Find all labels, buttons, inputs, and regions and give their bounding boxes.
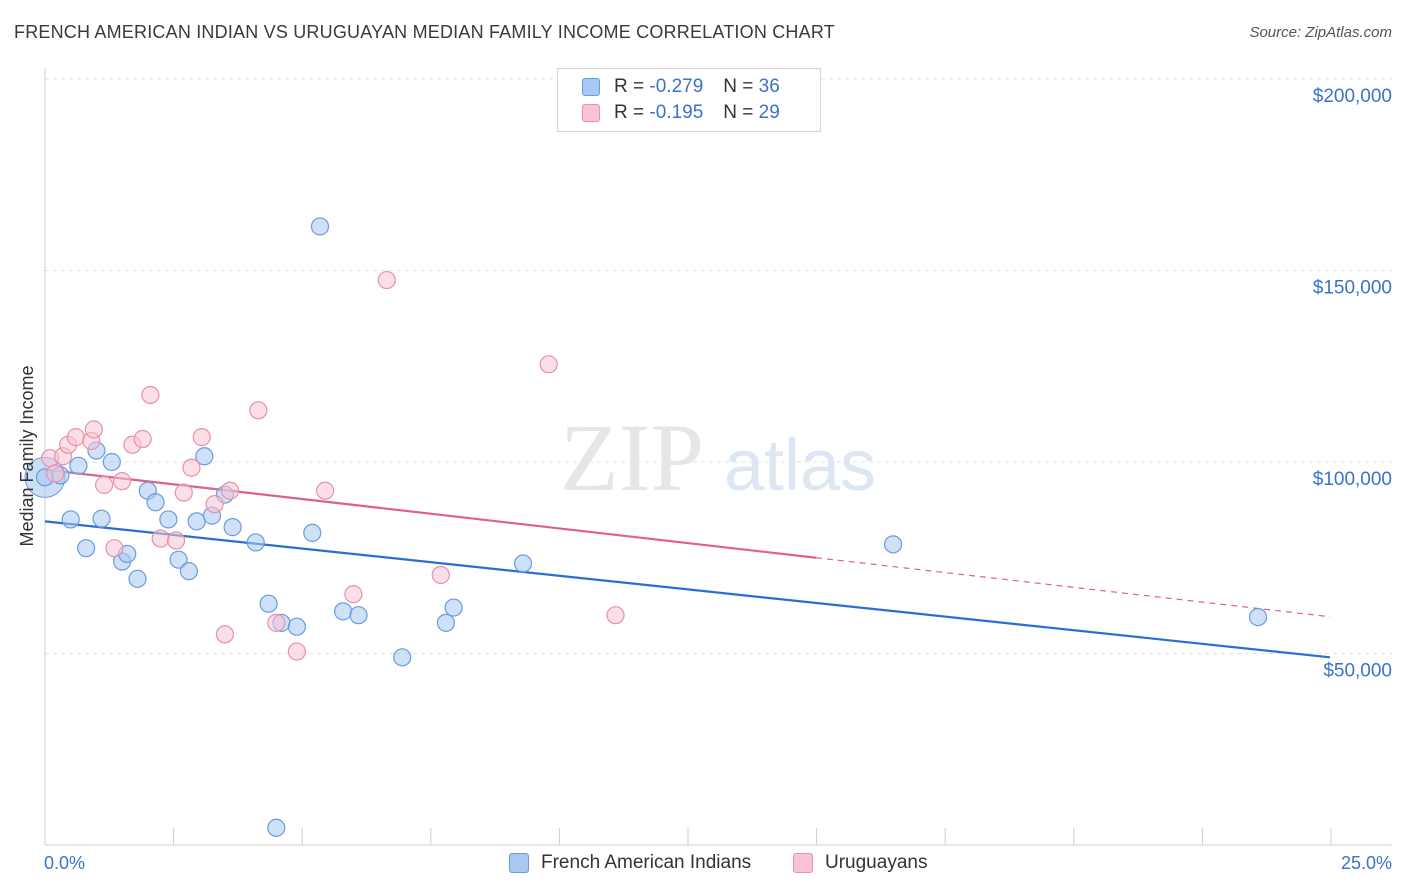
data-point-french-american-indians — [436, 613, 456, 632]
data-point-uruguayans — [166, 531, 186, 550]
n-value: 36 — [758, 76, 780, 97]
data-point-french-american-indians — [195, 447, 214, 466]
correlation-legend: R = -0.279 N = 36 R = -0.195 N = 29 — [557, 68, 821, 132]
data-point-uruguayans — [84, 420, 103, 439]
data-point-french-american-indians — [393, 648, 412, 667]
data-point-uruguayans — [287, 642, 306, 661]
legend-row-french-american-indians: R = -0.279 N = 36 — [582, 75, 780, 99]
source-label: Source: ZipAtlas.com — [1249, 24, 1392, 41]
series-legend: French American Indians Uruguayans — [0, 852, 1406, 878]
data-point-french-american-indians — [246, 533, 265, 552]
data-point-french-american-indians — [69, 456, 88, 475]
data-point-uruguayans — [215, 625, 234, 644]
data-point-uruguayans — [151, 529, 170, 548]
legend-row-uruguayans: R = -0.195 N = 29 — [582, 101, 780, 125]
watermark-atlas: atlas — [724, 426, 876, 506]
data-point-french-american-indians — [513, 554, 533, 573]
data-point-french-american-indians — [310, 217, 330, 236]
chart-title: FRENCH AMERICAN INDIAN VS URUGUAYAN MEDI… — [14, 22, 835, 42]
data-point-uruguayans — [431, 565, 450, 585]
n-label: N = — [723, 102, 754, 123]
series-swatch-pink — [793, 853, 813, 873]
trend-line-1 — [44, 468, 817, 559]
data-point-french-american-indians — [444, 598, 463, 617]
x-tick-label-min: 0.0% — [44, 853, 85, 873]
n-value: 29 — [758, 102, 780, 123]
data-point-french-american-indians — [287, 617, 306, 636]
n-label: N = — [723, 76, 754, 97]
y-tick-label: $50,000 — [1323, 661, 1392, 682]
data-point-uruguayans — [105, 539, 124, 558]
y-tick-label: $100,000 — [1313, 469, 1392, 490]
data-point-french-american-indians — [259, 594, 278, 613]
data-point-french-american-indians — [1248, 608, 1268, 627]
data-point-uruguayans — [192, 428, 211, 447]
data-point-uruguayans — [182, 458, 201, 477]
axes — [44, 68, 1392, 846]
y-axis-label: Median Family Income — [17, 365, 37, 546]
x-tick-label-max: 25.0% — [1341, 853, 1392, 873]
watermark: ZIP atlas — [560, 404, 876, 511]
data-point-uruguayans — [344, 585, 363, 604]
data-point-uruguayans — [249, 401, 268, 420]
series-label: French American Indians — [541, 852, 752, 873]
trend-line-0 — [44, 520, 1331, 659]
data-point-french-american-indians — [92, 509, 111, 528]
data-point-uruguayans — [220, 481, 240, 500]
data-point-french-american-indians — [267, 818, 286, 837]
data-point-french-american-indians — [169, 550, 188, 569]
data-point-french-american-indians — [146, 493, 165, 512]
data-point-uruguayans — [174, 483, 193, 502]
data-point-uruguayans — [141, 385, 160, 405]
data-point-french-american-indians — [334, 602, 353, 621]
r-value: -0.195 — [649, 102, 704, 123]
data-points — [24, 217, 1268, 837]
data-point-uruguayans — [316, 481, 335, 500]
y-tick-label: $150,000 — [1313, 278, 1392, 299]
grid — [45, 78, 1392, 654]
trend-line-dashed-1 — [815, 557, 1331, 618]
data-point-uruguayans — [46, 464, 65, 483]
series-swatch-blue — [509, 853, 529, 873]
data-point-uruguayans — [133, 429, 152, 449]
data-point-french-american-indians — [102, 452, 121, 472]
data-point-french-american-indians — [77, 539, 96, 558]
data-point-uruguayans — [112, 472, 132, 491]
y-tick-labels: $50,000 $100,000 $150,000 $200,000 — [1313, 86, 1392, 682]
r-label: R = — [614, 102, 645, 123]
data-point-uruguayans — [66, 428, 85, 447]
data-point-french-american-indians — [187, 512, 206, 531]
data-point-uruguayans — [205, 495, 224, 514]
data-point-french-american-indians — [349, 606, 368, 625]
data-point-french-american-indians — [223, 518, 242, 537]
series-legend-item-uruguayans: Uruguayans — [793, 852, 927, 874]
series-label: Uruguayans — [825, 852, 928, 873]
r-label: R = — [614, 76, 645, 97]
data-point-french-american-indians — [159, 510, 178, 529]
y-tick-label: $200,000 — [1313, 86, 1392, 107]
r-value: -0.279 — [649, 76, 704, 97]
watermark-zip: ZIP — [560, 404, 704, 511]
legend-swatch-blue — [582, 78, 600, 96]
data-point-uruguayans — [539, 355, 558, 374]
series-legend-item-french-american-indians: French American Indians — [509, 852, 751, 874]
data-point-uruguayans — [267, 613, 286, 632]
data-point-french-american-indians — [303, 523, 322, 542]
data-point-uruguayans — [606, 606, 625, 625]
data-point-french-american-indians — [61, 510, 80, 529]
legend-swatch-pink — [582, 104, 600, 122]
data-point-uruguayans — [95, 475, 114, 495]
data-point-french-american-indians — [128, 569, 147, 588]
data-point-uruguayans — [377, 270, 396, 290]
data-point-french-american-indians — [883, 535, 903, 554]
data-point-french-american-indians — [179, 562, 199, 581]
